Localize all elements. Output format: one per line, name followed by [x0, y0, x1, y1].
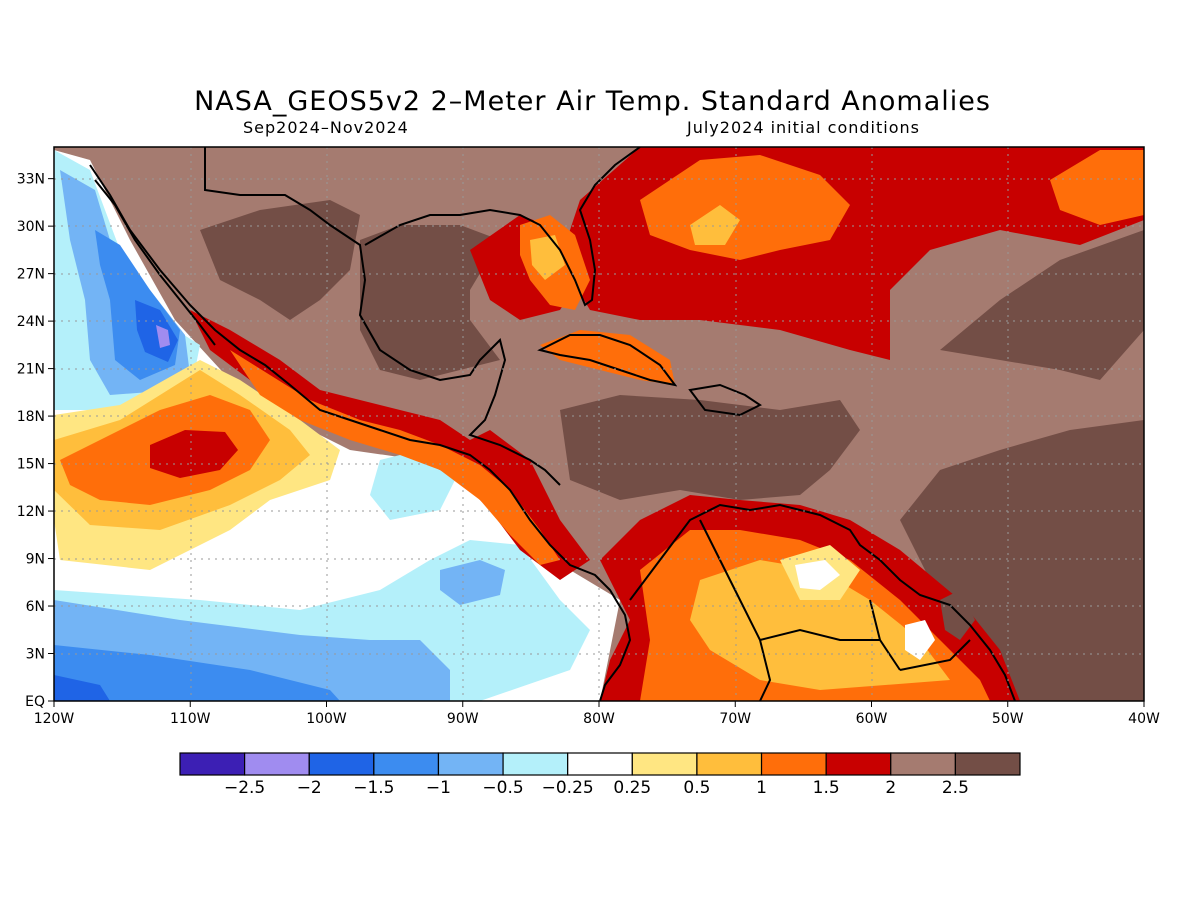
colorbar-label: −2.5	[224, 778, 265, 798]
lat-tick-label: EQ	[25, 694, 45, 710]
baja-california-coastline	[94, 179, 216, 346]
lat-tick-label: 3N	[26, 647, 45, 663]
pacific-cold-patch-south	[440, 560, 505, 605]
lon-tick-label: 70W	[719, 711, 751, 727]
pacific-colder-region	[54, 645, 340, 701]
colorbar-swatch	[373, 752, 440, 776]
colorbar-label: 2	[885, 778, 896, 798]
colorbar-swatch	[308, 752, 375, 776]
colorbar-swatch	[244, 752, 310, 776]
lon-tick-label: 90W	[447, 711, 479, 727]
pacific-warm-tongue-core	[150, 430, 238, 478]
lon-tick-label: 40W	[1128, 711, 1160, 727]
colorbar-swatch	[437, 752, 504, 776]
south-america-neutral-patch-east	[905, 620, 935, 660]
colorbar-label: 2.5	[942, 778, 969, 798]
colorbar-swatch	[696, 752, 763, 776]
colorbar-swatch	[179, 752, 246, 776]
colorbar-swatch	[825, 752, 892, 776]
mexico-high-anomaly	[200, 200, 360, 320]
lat-tick-label: 6N	[26, 599, 45, 615]
forecast-period: Sep2024–Nov2024	[243, 118, 409, 137]
lat-tick-label: 9N	[26, 552, 45, 568]
cuba-warm-band	[540, 330, 675, 385]
colorbar-label: 1.5	[813, 778, 840, 798]
map-title: NASA_GEOS5v2 2–Meter Air Temp. Standard …	[194, 86, 991, 117]
atlantic-warm-spot	[690, 205, 740, 245]
colorbar-swatch	[502, 752, 569, 776]
colorbar-label: −0.25	[542, 778, 594, 798]
colorbar-label: 0.25	[613, 778, 651, 798]
lat-tick-label: 15N	[17, 457, 45, 473]
colorbar-label: −0.5	[482, 778, 523, 798]
colorbar-label: −1	[426, 778, 451, 798]
lat-tick-label: 24N	[17, 314, 45, 330]
pacific-coldest-patch	[135, 300, 178, 362]
lon-tick-label: 80W	[583, 711, 615, 727]
gulf-high-anomaly	[360, 225, 500, 380]
hispaniola-coastline	[688, 383, 762, 417]
lat-tick-label: 12N	[17, 504, 45, 520]
colorbar-label: −1.5	[353, 778, 394, 798]
anomaly-field	[54, 147, 1144, 701]
south-america-light-orange-region	[690, 560, 950, 690]
colorbar-swatch	[567, 752, 633, 776]
colorbar-swatch	[890, 752, 956, 776]
mexico-pacific-coastline	[89, 164, 632, 701]
colorbar-swatch	[954, 752, 1021, 776]
atlantic-high-anomaly-east	[940, 230, 1144, 380]
colorbar-label: 1	[756, 778, 767, 798]
colorbar-swatch	[760, 752, 827, 776]
gulf-coast	[204, 147, 561, 486]
lat-tick-label: 18N	[17, 409, 45, 425]
colorbar-label: 0.5	[683, 778, 710, 798]
lon-tick-label: 120W	[34, 711, 75, 727]
atlantic-high-anomaly-southeast	[900, 420, 1144, 701]
lat-tick-label: 21N	[17, 362, 45, 378]
longitude-ticks: 120W 110W 100W 90W 80W 70W 60W 50W 40W	[34, 701, 1160, 727]
guianas-high-anomaly	[940, 590, 975, 640]
lat-tick-label: 33N	[17, 172, 45, 188]
colorbar-label: −2	[297, 778, 322, 798]
colorbar: −2.5 −2 −1.5 −1 −0.5 −0.25 0.25 0.5 1 1.5 2 2.5	[179, 752, 1021, 798]
atlantic-warm-east	[1050, 150, 1144, 225]
us-gulf-coastline	[364, 147, 641, 307]
coastlines	[89, 147, 1016, 701]
caribbean-high-anomaly	[560, 395, 860, 500]
lat-tick-label: 30N	[17, 219, 45, 235]
gridlines	[54, 147, 1144, 701]
south-america-borders	[699, 519, 971, 701]
south-america-neutral-patch	[795, 560, 840, 590]
initial-conditions: July2024 initial conditions	[687, 118, 920, 137]
colorbar-swatch	[631, 752, 698, 776]
pacific-extreme-cold-spot	[156, 325, 170, 348]
lon-tick-label: 60W	[856, 711, 888, 727]
lon-tick-label: 100W	[306, 711, 347, 727]
cuba-coastline	[537, 334, 678, 387]
pacific-coldest-band	[54, 675, 110, 701]
lon-tick-label: 110W	[170, 711, 211, 727]
latitude-ticks: EQ 3N 6N 9N 12N 15N 18N 21N 24N 27N 30N 33N	[17, 172, 54, 710]
south-america-coastline	[629, 503, 1016, 701]
lon-tick-label: 50W	[992, 711, 1024, 727]
lat-tick-label: 27N	[17, 267, 45, 283]
